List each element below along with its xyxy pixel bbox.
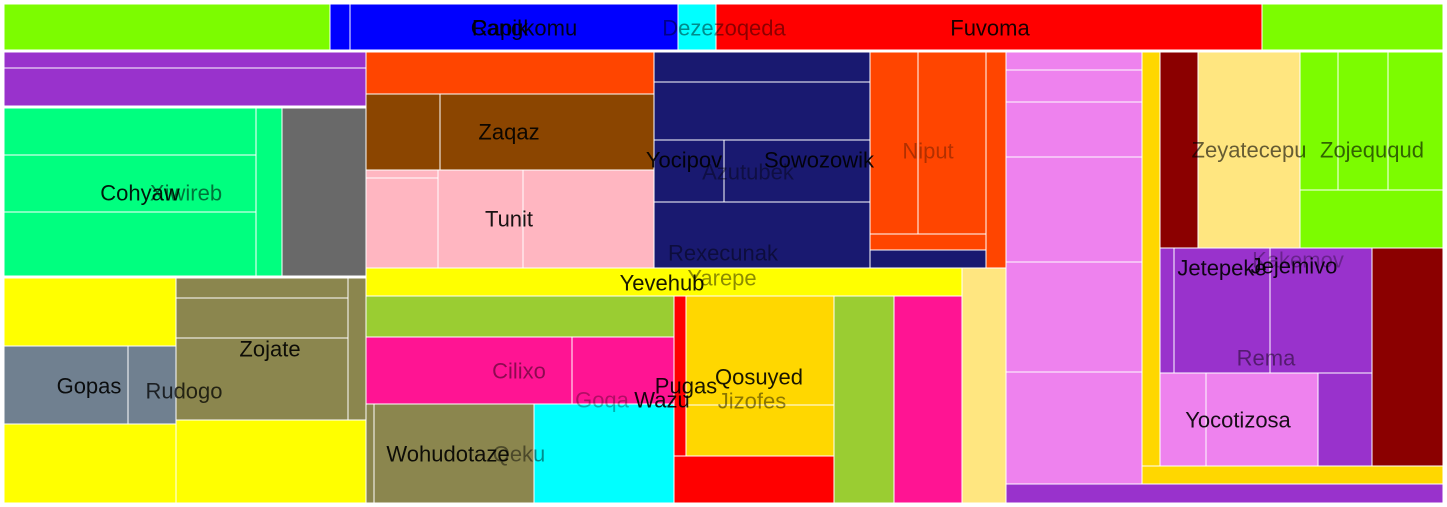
treemap-cell	[653, 81, 871, 141]
treemap-cell	[437, 169, 524, 269]
treemap-cell	[869, 249, 987, 269]
treemap-cell	[1159, 247, 1175, 374]
treemap-cell	[3, 3, 331, 51]
treemap-cell	[1299, 51, 1339, 191]
treemap-cell	[653, 201, 871, 269]
treemap-cell	[571, 336, 675, 405]
treemap-cell	[365, 267, 963, 297]
treemap-cell	[1005, 483, 1444, 504]
treemap-cell	[1005, 371, 1143, 485]
treemap-cell	[1261, 3, 1444, 51]
treemap-cell	[255, 107, 283, 277]
treemap-cell	[3, 211, 257, 277]
treemap-cell	[281, 107, 367, 277]
treemap-cell	[175, 337, 349, 421]
treemap-cell	[1141, 465, 1444, 485]
treemap-cell	[365, 336, 573, 405]
treemap-cell	[175, 419, 367, 504]
treemap-cell	[1159, 51, 1199, 249]
treemap-cell	[3, 107, 257, 156]
treemap-cell	[1173, 247, 1271, 374]
treemap-cell	[365, 403, 375, 504]
treemap-cell	[869, 233, 987, 251]
treemap-cell	[1387, 51, 1444, 191]
treemap-cell	[3, 67, 367, 107]
treemap-cell	[985, 51, 1007, 269]
treemap-cell	[1197, 51, 1301, 249]
treemap-cell	[533, 403, 675, 504]
treemap-cell	[127, 345, 177, 425]
treemap-cell	[3, 154, 257, 213]
treemap-cell	[715, 3, 1263, 51]
treemap-cell	[365, 51, 655, 95]
treemap-cell	[365, 93, 441, 171]
treemap-cell	[373, 403, 535, 504]
treemap-cell	[1205, 372, 1319, 467]
treemap-cell	[1005, 69, 1143, 103]
treemap-cell	[175, 297, 349, 339]
treemap-cell	[522, 169, 655, 269]
treemap-cell	[365, 169, 439, 179]
treemap-cell	[673, 455, 835, 504]
treemap-cell	[685, 295, 835, 406]
treemap-cell	[3, 345, 129, 425]
treemap-cell	[3, 423, 177, 504]
treemap-cell	[347, 277, 367, 421]
treemap-cell	[365, 177, 439, 269]
treemap-cell	[961, 267, 1007, 504]
treemap-cell	[3, 51, 367, 69]
treemap-cell	[1317, 372, 1373, 467]
treemap-cell	[1269, 247, 1373, 374]
treemap-cell	[1371, 247, 1444, 467]
treemap-cell	[3, 277, 177, 347]
treemap-cell	[175, 277, 349, 299]
treemap-cell	[1299, 189, 1444, 249]
treemap-cell	[1159, 372, 1207, 467]
treemap-cell	[723, 139, 871, 203]
treemap-cell	[1005, 261, 1143, 373]
treemap-cell	[349, 3, 679, 51]
treemap-cell	[869, 51, 919, 235]
treemap-leaves	[3, 3, 1444, 504]
treemap-cell	[365, 295, 675, 338]
treemap-cell	[653, 139, 725, 203]
treemap-cell	[439, 93, 655, 171]
treemap-cell	[653, 51, 871, 83]
treemap-cell	[673, 295, 687, 457]
treemap-cell	[1005, 51, 1143, 71]
treemap-cell	[1337, 51, 1389, 191]
treemap-cell	[917, 51, 987, 235]
treemap-cell	[677, 3, 717, 51]
treemap-cell	[1141, 51, 1161, 467]
treemap-cell	[893, 295, 963, 504]
treemap-cell	[833, 295, 895, 504]
treemap-cell	[329, 3, 351, 51]
treemap-cell	[1005, 101, 1143, 158]
treemap-cell	[1005, 156, 1143, 263]
treemap-cell	[685, 404, 835, 457]
